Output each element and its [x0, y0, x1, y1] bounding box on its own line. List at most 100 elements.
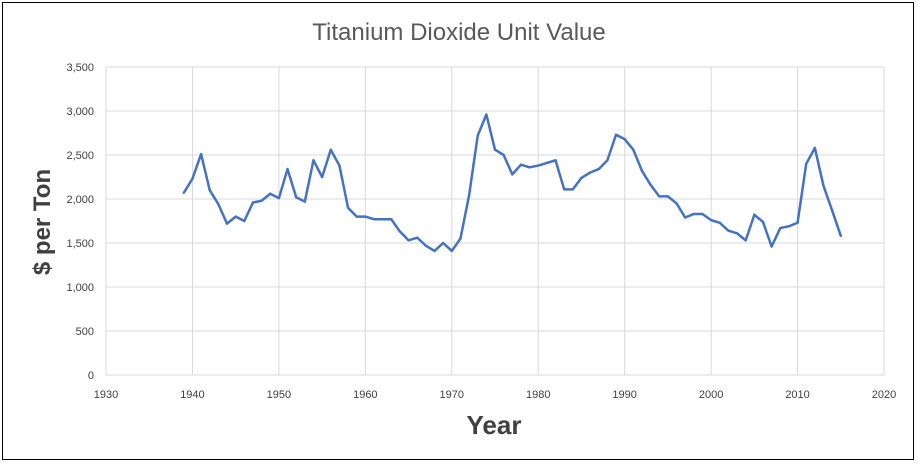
data-point [545, 161, 549, 165]
data-point [329, 148, 332, 151]
data-point [303, 200, 307, 203]
data-point [796, 221, 799, 224]
data-point [511, 173, 514, 176]
data-point [182, 191, 185, 195]
data-point [709, 218, 713, 222]
data-point [614, 133, 618, 136]
y-tick-label: 1,000 [66, 282, 94, 294]
data-point [562, 188, 566, 191]
data-point [683, 216, 687, 219]
x-tick-label: 2000 [699, 389, 723, 401]
data-point [407, 239, 410, 242]
data-point [199, 152, 203, 156]
data-point [658, 195, 661, 198]
gridlines [105, 66, 885, 376]
data-point [493, 148, 497, 151]
data-point [623, 137, 626, 141]
data-point [243, 219, 246, 223]
data-point [346, 206, 350, 209]
data-point [269, 192, 272, 195]
series-line [182, 113, 842, 253]
data-point [571, 188, 574, 191]
data-point [398, 230, 402, 233]
data-point [260, 199, 263, 202]
data-point [701, 212, 704, 216]
data-point [649, 183, 652, 187]
data-point [320, 175, 324, 179]
data-point [813, 146, 817, 150]
data-point [294, 196, 298, 199]
chart-title: Titanium Dioxide Unit Value [312, 19, 605, 46]
y-tick-label: 3,000 [66, 106, 94, 118]
data-point [312, 159, 315, 162]
data-point [459, 237, 462, 240]
data-point [727, 229, 730, 232]
data-point [779, 226, 782, 230]
data-point [753, 213, 756, 217]
data-point [770, 245, 773, 248]
y-tick-label: 2,000 [66, 194, 94, 206]
x-tick-label: 2010 [785, 389, 809, 401]
data-point [554, 159, 557, 162]
data-point [632, 148, 635, 151]
y-tick-label: 1,500 [66, 238, 94, 250]
x-axis-title: Year [467, 410, 522, 440]
data-point [761, 220, 765, 224]
data-point [441, 241, 445, 245]
data-point [277, 196, 281, 200]
data-point [390, 218, 393, 221]
data-point [537, 164, 540, 167]
data-point [476, 134, 479, 137]
data-point [338, 164, 341, 167]
data-point [355, 215, 358, 218]
data-point [640, 169, 644, 173]
data-point [787, 225, 791, 228]
x-tick-label: 2020 [872, 389, 896, 401]
x-tick-label: 1950 [267, 389, 291, 401]
data-point [424, 244, 428, 247]
data-point [485, 113, 488, 116]
x-tick-label: 1970 [440, 389, 464, 401]
data-point [580, 176, 583, 180]
data-point [675, 202, 678, 205]
x-tick-label: 1960 [353, 389, 377, 401]
data-point [364, 215, 367, 218]
y-tick-labels: 0 500 1,000 1,500 2,000 2,500 3,000 3,500 [66, 62, 94, 382]
data-points [182, 113, 842, 253]
data-point [822, 184, 825, 187]
data-point [208, 189, 211, 192]
data-point [433, 249, 436, 253]
data-point [588, 171, 592, 174]
data-point [830, 209, 834, 212]
data-point [528, 166, 531, 169]
data-point [597, 167, 600, 171]
x-tick-label: 1990 [612, 389, 636, 401]
data-point [805, 162, 808, 165]
data-point [502, 153, 505, 157]
data-point [839, 234, 842, 238]
data-point [450, 249, 453, 253]
data-point [234, 215, 237, 218]
data-point [467, 194, 471, 197]
data-point [718, 221, 721, 224]
y-tick-label: 2,500 [66, 150, 94, 162]
y-tick-label: 0 [88, 370, 94, 382]
data-point [744, 239, 747, 242]
data-point [372, 218, 376, 221]
data-point [286, 167, 289, 171]
x-tick-label: 1940 [180, 389, 204, 401]
x-tick-label: 1980 [526, 389, 550, 401]
data-point [217, 203, 220, 206]
data-point [692, 212, 696, 216]
data-point [381, 218, 384, 221]
y-tick-label: 500 [76, 326, 94, 338]
data-point [519, 163, 523, 166]
data-point [251, 201, 255, 204]
x-tick-label: 1930 [94, 389, 118, 401]
x-tick-labels: 1930 1940 1950 1960 1970 1980 1990 2000 2010 2020 [94, 389, 896, 401]
data-point [735, 232, 739, 235]
y-tick-label: 3,500 [66, 62, 94, 74]
data-point [606, 159, 609, 162]
data-point [416, 236, 419, 239]
